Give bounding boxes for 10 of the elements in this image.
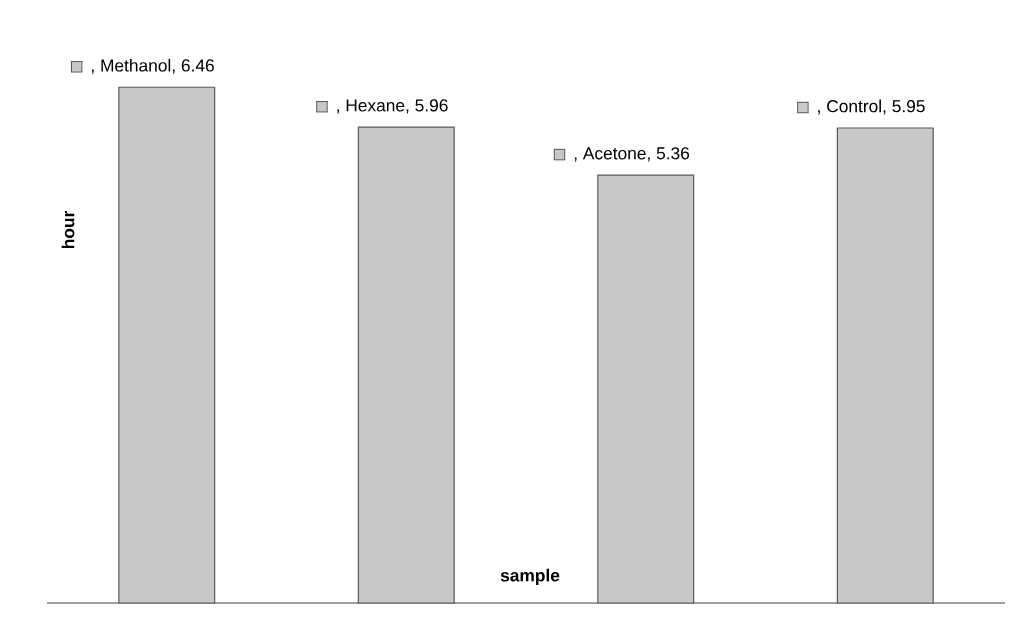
data-label: , Acetone, 5.36 — [574, 147, 690, 162]
data-label: , Hexane, 5.96 — [337, 99, 448, 114]
data-label: , Control, 5.95 — [818, 99, 925, 115]
bar — [597, 174, 695, 604]
data-label: , Methanol, 6.46 — [91, 58, 214, 74]
y-axis-title: hour — [61, 210, 75, 249]
bar — [836, 127, 934, 604]
bar — [118, 86, 216, 604]
bar — [357, 126, 455, 604]
x-axis-title: sample — [500, 568, 560, 585]
